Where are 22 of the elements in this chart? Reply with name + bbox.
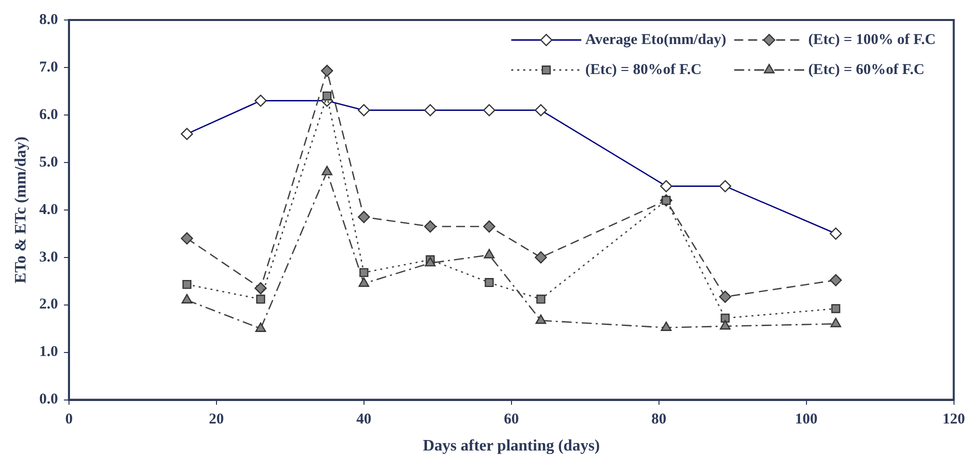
x-tick-label: 80 [651,412,666,428]
y-tick-label: 4.0 [39,202,58,218]
x-tick-label: 40 [356,412,372,428]
legend-label: (Etc) = 80%of F.C [585,62,702,78]
x-tick-label: 60 [504,412,519,428]
legend-label: (Etc) = 60%of F.C [808,62,925,78]
legend-label: (Etc) = 100% of F.C [808,32,936,48]
y-tick-label: 2.0 [39,296,58,313]
x-tick-label: 20 [208,412,224,428]
y-tick-label: 5.0 [39,154,58,170]
y-tick-label: 6.0 [39,106,58,123]
y-tick-label: 8.0 [39,12,58,28]
y-tick-label: 3.0 [39,249,58,266]
y-axis-title: ETo & ETc (mm/day) [12,136,30,284]
legend-label: Average Eto(mm/day) [585,32,726,48]
y-tick-label: 0.0 [39,392,58,408]
y-tick-label: 1.0 [39,344,58,360]
x-tick-label: 120 [942,412,965,428]
x-axis-title: Days after planting (days) [422,438,600,455]
x-tick-label: 0 [65,412,73,428]
y-tick-label: 7.0 [39,59,58,76]
x-tick-label: 100 [795,412,818,428]
